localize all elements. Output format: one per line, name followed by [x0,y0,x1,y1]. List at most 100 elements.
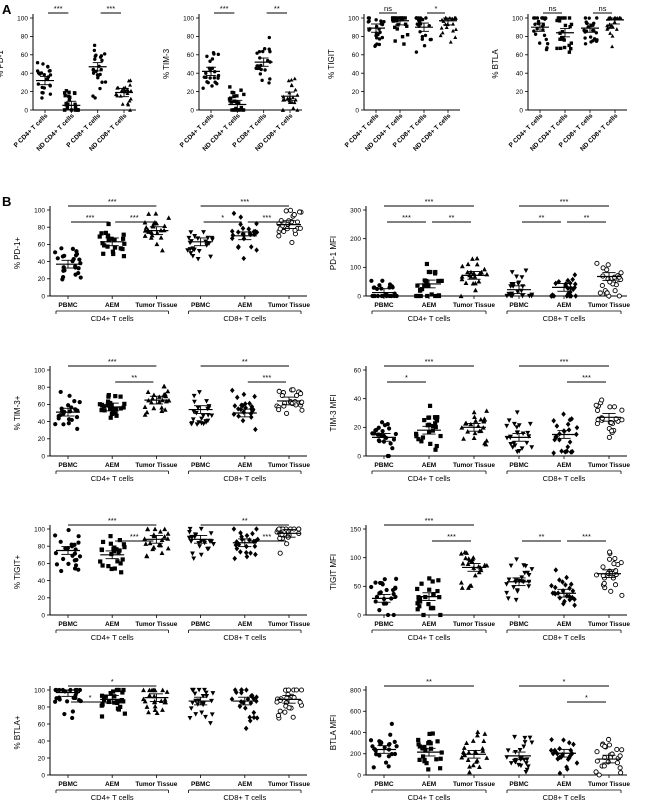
data-point [382,577,387,582]
data-point [62,91,67,95]
data-point [589,40,593,44]
data-point [47,69,52,73]
data-point [476,278,482,284]
data-point [121,232,126,237]
data-point [197,390,202,395]
y-tick-label: 40 [352,71,360,78]
data-point [553,567,559,573]
data-point [608,31,613,35]
data-point [436,293,442,299]
data-point [204,71,208,75]
data-point [241,255,247,262]
data-point [100,702,105,707]
data-point [377,37,382,41]
data-point [380,278,385,283]
data-point [366,16,371,20]
data-point [109,402,114,408]
data-point [427,24,431,28]
data-point [468,274,474,279]
data-point [374,752,379,757]
data-point [604,290,610,296]
data-point [433,421,438,426]
data-point [376,425,381,430]
data-point [239,687,244,693]
data-point [187,530,192,535]
significance-label: * [435,4,438,13]
data-point [254,715,260,721]
data-point [244,553,250,560]
data-point [472,430,478,436]
y-tick-label: 20 [354,425,362,432]
data-point [247,714,253,721]
data-point [160,687,166,693]
data-point [75,426,80,431]
data-point [112,694,117,699]
data-point [187,716,193,721]
data-point [101,404,106,409]
significance-label: ns [384,4,392,13]
data-point [390,446,395,451]
data-point [100,563,105,568]
data-point [100,539,106,545]
data-point [522,735,528,741]
data-point [42,73,46,77]
significance-label: ** [426,677,432,686]
data-point [185,248,191,253]
data-point [294,219,301,225]
data-point [537,41,542,45]
y-tick-label: 60 [21,52,29,59]
x-tick-label: AEM [238,781,252,788]
data-point [113,406,119,412]
data-point [419,581,424,586]
data-point [102,52,107,56]
data-point [159,550,165,556]
data-point [427,739,432,745]
data-point [516,423,522,428]
data-point [391,612,396,618]
data-point [63,546,68,551]
data-point [286,78,291,83]
significance-label: ** [131,373,137,382]
data-point [426,283,431,288]
data-point [277,535,283,541]
data-point [243,405,248,411]
significance-label: ** [449,213,455,222]
data-point [254,526,259,532]
data-point [380,429,385,434]
significance-label: * [585,693,588,702]
data-point [607,279,613,285]
data-point [555,46,559,51]
data-point [557,431,562,437]
y-tick-label: 0 [357,772,361,779]
y-tick-label: 80 [352,34,360,41]
data-point [147,692,152,698]
data-point [525,764,531,769]
data-point [478,416,484,422]
data-point [268,77,272,81]
data-point [619,747,625,753]
data-point [369,584,374,590]
data-point [109,552,114,557]
significance-label: *** [263,373,272,382]
x-tick-label: Tumor Tissue [135,621,177,628]
y-tick-label: 20 [516,89,524,96]
data-point [527,735,533,741]
data-point [229,696,235,702]
data-point [504,590,510,596]
data-point [616,274,622,280]
data-point [233,542,239,548]
data-point [205,235,211,241]
data-point [118,704,123,709]
data-point [418,293,423,299]
data-point [77,697,82,703]
data-point [69,108,74,112]
data-point [199,416,204,422]
data-point [208,721,213,726]
data-point [296,526,302,532]
significance-label: * [89,693,92,702]
data-point [433,416,438,421]
data-point [236,413,241,419]
data-point [154,241,160,247]
significance-label: * [405,373,408,382]
data-point [509,281,515,287]
